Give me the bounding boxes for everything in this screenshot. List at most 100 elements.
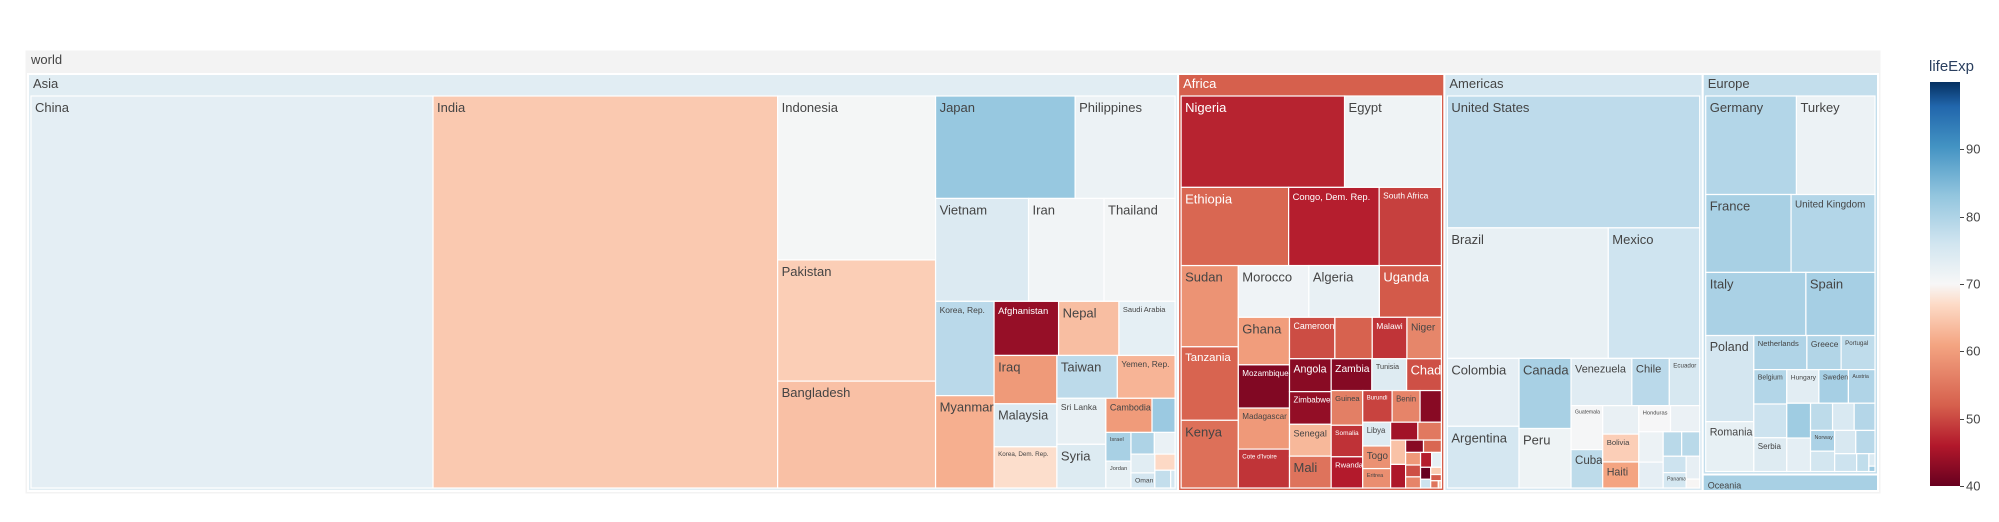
country-tile-india	[432, 95, 779, 489]
country-label: Philippines	[1079, 100, 1142, 115]
country-label: Afghanistan	[998, 306, 1048, 317]
country-tile-gambia	[1405, 451, 1422, 466]
country-label: Pakistan	[782, 264, 832, 279]
country-tile-mexico	[1607, 227, 1701, 359]
country-label: Thailand	[1108, 202, 1158, 217]
continent-label: Europe	[1708, 76, 1750, 91]
country-label: Zimbabwe	[1293, 396, 1330, 405]
country-label: Vietnam	[940, 202, 987, 217]
country-label: Haiti	[1607, 467, 1628, 479]
country-label: Libya	[1367, 426, 1386, 435]
continent-africa: Africa Nigeria Egypt Ethiopia Congo, Dem. Re…	[1177, 73, 1446, 492]
country-tile-sao-tome-and-principe	[1437, 480, 1442, 489]
country-label: Jordan	[1110, 466, 1127, 472]
country-tile-paraguay	[1638, 431, 1664, 463]
country-label: Norway	[1815, 435, 1834, 441]
country-tile-iraq	[993, 354, 1058, 405]
country-label: Guatemala	[1575, 410, 1600, 416]
country-tile-mauritius	[1431, 451, 1442, 468]
country-tile-nicaragua	[1638, 461, 1664, 489]
country-tile-trinidad-and-tobago	[1685, 478, 1701, 489]
country-tile-cuba	[1570, 449, 1604, 489]
country-tile-jordan	[1105, 460, 1132, 489]
country-label: Iraq	[998, 359, 1020, 374]
country-tile-west-bank-and-gaza	[1130, 453, 1156, 474]
country-tile-philippines	[1074, 95, 1176, 200]
country-label: Japan	[940, 100, 975, 115]
country-label: Somalia	[1335, 430, 1359, 437]
country-tile-guinea-bissau	[1419, 451, 1433, 468]
colorbar-tick-label: 70	[1966, 276, 1981, 292]
country-label: Spain	[1810, 276, 1843, 291]
country-label: Morocco	[1242, 270, 1292, 285]
country-tile-canada	[1518, 357, 1572, 430]
country-tile-switzerland	[1786, 402, 1812, 439]
country-label: Indonesia	[782, 100, 839, 115]
country-tile-brazil	[1446, 227, 1609, 359]
country-tile-nepal	[1057, 300, 1120, 357]
colorbar-tick-mark	[1960, 351, 1964, 353]
country-tile-poland	[1705, 334, 1755, 423]
country-tile-slovak-republic	[1831, 402, 1855, 432]
country-tile-peru	[1518, 427, 1572, 489]
country-label: Venezuela	[1575, 363, 1627, 375]
country-tile-honduras	[1638, 405, 1672, 433]
country-tile-iran	[1027, 197, 1105, 302]
country-label: Cambodia	[1110, 402, 1151, 412]
country-tile-namibia	[1422, 439, 1442, 454]
country-label: United States	[1451, 100, 1530, 115]
colorbar-tick-mark	[1960, 149, 1964, 151]
country-label: Germany	[1710, 100, 1764, 115]
country-label: Italy	[1710, 276, 1734, 291]
country-tile-puerto-rico	[1681, 431, 1701, 457]
colorbar-tick-label: 40	[1966, 478, 1981, 494]
country-label: Yemen, Rep.	[1121, 359, 1169, 369]
country-label: Eritrea	[1367, 473, 1384, 479]
root-label: world	[30, 52, 62, 67]
country-label: Korea, Rep.	[940, 305, 985, 315]
country-label: Kenya	[1185, 424, 1223, 439]
country-tile-guinea	[1330, 389, 1364, 426]
country-label: Sudan	[1185, 270, 1223, 285]
country-tile-mauritania	[1390, 439, 1407, 465]
country-tile-angola	[1288, 358, 1332, 393]
country-tile-liberia	[1390, 463, 1407, 489]
country-tile-rwanda	[1330, 456, 1364, 489]
colorbar-tick-mark	[1960, 418, 1964, 420]
country-tile-taiwan	[1056, 354, 1118, 399]
country-tile-nigeria	[1180, 95, 1346, 188]
country-tile-chad	[1406, 358, 1442, 392]
country-label: Mozambique	[1242, 369, 1289, 378]
country-tile-madagascar	[1237, 407, 1291, 450]
country-label: Senegal	[1293, 428, 1326, 438]
country-tile-korea-rep	[934, 300, 995, 397]
country-label: Togo	[1367, 451, 1389, 462]
country-tile-mongolia	[1154, 453, 1176, 471]
country-tile-yemen-rep	[1116, 354, 1176, 399]
country-tile-israel	[1105, 431, 1132, 462]
country-label: Madagascar	[1242, 412, 1287, 421]
country-label: Austria	[1852, 374, 1869, 380]
country-tile-bolivia	[1602, 433, 1640, 463]
country-label: Peru	[1523, 433, 1550, 448]
colorbar-tick-label: 80	[1966, 209, 1981, 225]
country-label: Oman	[1135, 478, 1154, 485]
country-label: Ecuador	[1673, 363, 1696, 370]
country-label: Saudi Arabia	[1123, 305, 1166, 314]
colorbar-tick-label: 90	[1966, 141, 1981, 157]
country-tile-china	[30, 95, 434, 489]
continent-asia: Asia China India Indonesia Pakistan Banglades…	[27, 73, 1180, 492]
country-tile-zimbabwe	[1288, 391, 1332, 425]
country-label: Canada	[1523, 362, 1569, 377]
country-label: Syria	[1061, 448, 1091, 463]
country-tile-denmark	[1809, 402, 1834, 432]
country-tile-mali	[1288, 455, 1332, 489]
country-label: Ethiopia	[1185, 191, 1233, 206]
country-label: Colombia	[1451, 362, 1507, 377]
country-tile-comoros	[1430, 466, 1442, 476]
country-tile-united-states	[1446, 95, 1701, 229]
country-label: Sri Lanka	[1061, 402, 1097, 412]
country-tile-pakistan	[777, 259, 937, 382]
country-tile-indonesia	[777, 95, 937, 261]
country-label: Poland	[1710, 340, 1749, 354]
